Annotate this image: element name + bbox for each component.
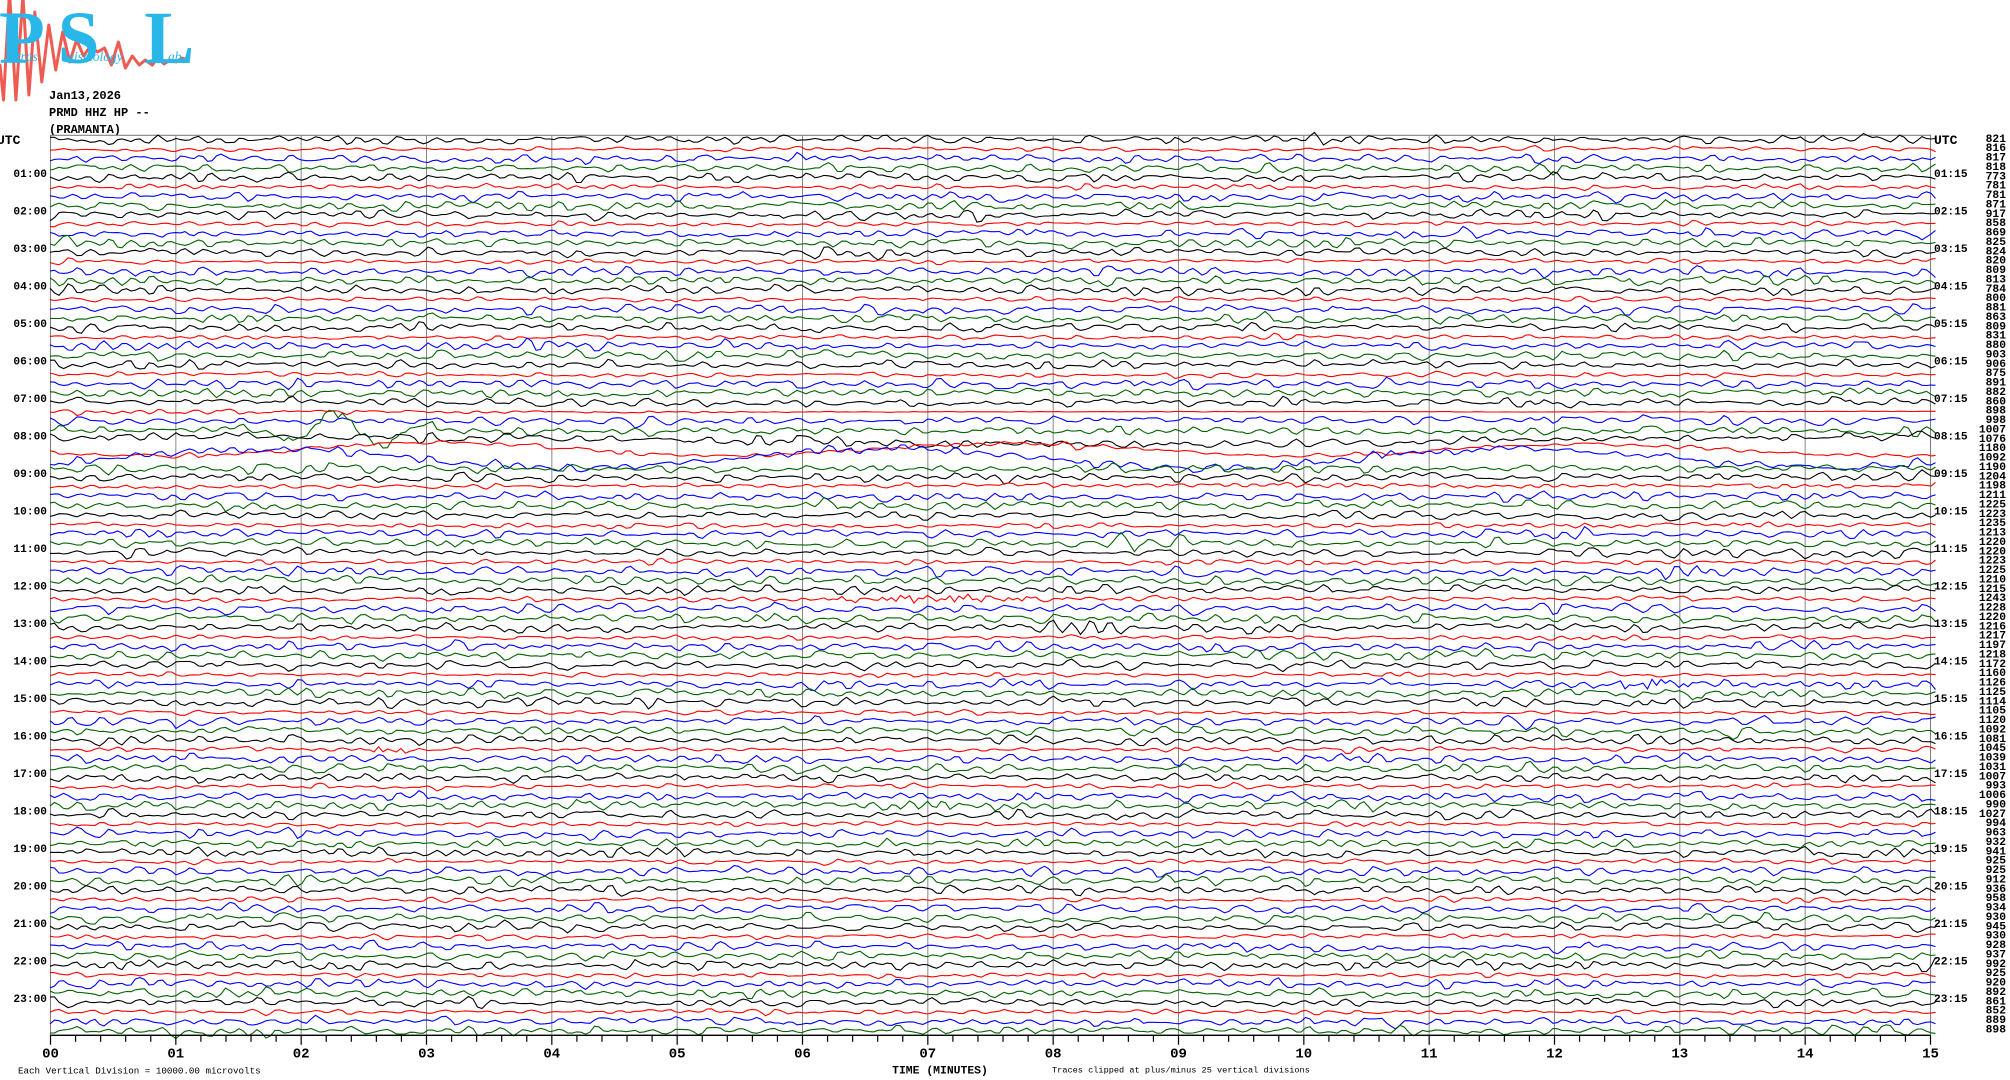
- svg-text:08:00: 08:00: [13, 431, 47, 443]
- svg-text:08:15: 08:15: [1934, 431, 1968, 443]
- svg-text:UTC: UTC: [1934, 133, 1958, 148]
- svg-text:16:00: 16:00: [13, 731, 47, 743]
- svg-text:PRMD HHZ HP --: PRMD HHZ HP --: [49, 106, 150, 120]
- svg-text:17:15: 17:15: [1934, 769, 1968, 781]
- svg-text:atras: atras: [10, 49, 38, 64]
- svg-text:13: 13: [1671, 1047, 1688, 1063]
- svg-text:11:00: 11:00: [13, 544, 47, 556]
- svg-text:09:15: 09:15: [1934, 469, 1968, 481]
- svg-text:07: 07: [919, 1047, 936, 1063]
- svg-text:Each Vertical Division = 10000: Each Vertical Division = 10000.00 microv…: [18, 1066, 261, 1077]
- svg-text:20:00: 20:00: [13, 881, 47, 893]
- svg-text:14:00: 14:00: [13, 656, 47, 668]
- svg-text:03:15: 03:15: [1934, 244, 1968, 256]
- svg-text:19:15: 19:15: [1934, 844, 1968, 856]
- svg-text:12:00: 12:00: [13, 581, 47, 593]
- svg-text:P: P: [0, 0, 45, 80]
- svg-text:10:00: 10:00: [13, 506, 47, 518]
- svg-text:12:15: 12:15: [1934, 581, 1968, 593]
- svg-text:06: 06: [794, 1047, 811, 1063]
- svg-text:17:00: 17:00: [13, 769, 47, 781]
- svg-text:03:00: 03:00: [13, 244, 47, 256]
- svg-text:22:15: 22:15: [1934, 956, 1968, 968]
- svg-text:11:15: 11:15: [1934, 544, 1968, 556]
- svg-text:eismology: eismology: [68, 49, 123, 64]
- svg-text:15: 15: [1922, 1047, 1939, 1063]
- svg-text:23:00: 23:00: [13, 994, 47, 1006]
- svg-text:07:15: 07:15: [1934, 394, 1968, 406]
- svg-text:06:15: 06:15: [1934, 356, 1968, 368]
- svg-text:Traces clipped at plus/minus 2: Traces clipped at plus/minus 25 vertical…: [1052, 1066, 1310, 1076]
- svg-text:01:00: 01:00: [13, 169, 47, 181]
- svg-text:UTC: UTC: [0, 133, 21, 148]
- svg-text:08: 08: [1045, 1047, 1062, 1063]
- svg-text:15:15: 15:15: [1934, 694, 1968, 706]
- svg-text:14: 14: [1797, 1047, 1814, 1063]
- svg-text:13:15: 13:15: [1934, 619, 1968, 631]
- svg-text:00: 00: [42, 1047, 59, 1063]
- svg-text:04:15: 04:15: [1934, 281, 1968, 293]
- svg-text:21:15: 21:15: [1934, 919, 1968, 931]
- svg-text:21:00: 21:00: [13, 919, 47, 931]
- svg-text:Jan13,2026: Jan13,2026: [49, 89, 121, 103]
- svg-text:01:15: 01:15: [1934, 169, 1968, 181]
- svg-text:20:15: 20:15: [1934, 881, 1968, 893]
- svg-text:09: 09: [1170, 1047, 1187, 1063]
- svg-text:14:15: 14:15: [1934, 656, 1968, 668]
- svg-text:11: 11: [1421, 1047, 1438, 1063]
- svg-text:13:00: 13:00: [13, 619, 47, 631]
- svg-text:05:15: 05:15: [1934, 319, 1968, 331]
- svg-text:01: 01: [167, 1047, 184, 1063]
- svg-text:22:00: 22:00: [13, 956, 47, 968]
- svg-text:09:00: 09:00: [13, 469, 47, 481]
- svg-text:TIME (MINUTES): TIME (MINUTES): [892, 1066, 988, 1078]
- svg-text:02:15: 02:15: [1934, 206, 1968, 218]
- svg-text:16:15: 16:15: [1934, 731, 1968, 743]
- svg-text:02: 02: [293, 1047, 310, 1063]
- svg-text:L: L: [144, 0, 194, 80]
- svg-text:02:00: 02:00: [13, 206, 47, 218]
- svg-text:06:00: 06:00: [13, 356, 47, 368]
- svg-text:19:00: 19:00: [13, 844, 47, 856]
- svg-text:04:00: 04:00: [13, 281, 47, 293]
- svg-text:18:00: 18:00: [13, 806, 47, 818]
- svg-text:10:15: 10:15: [1934, 506, 1968, 518]
- svg-text:10: 10: [1295, 1047, 1312, 1063]
- svg-text:23:15: 23:15: [1934, 994, 1968, 1006]
- svg-text:18:15: 18:15: [1934, 806, 1968, 818]
- svg-text:05: 05: [669, 1047, 686, 1063]
- svg-text:03: 03: [418, 1047, 435, 1063]
- svg-text:15:00: 15:00: [13, 694, 47, 706]
- svg-text:04: 04: [543, 1047, 560, 1063]
- svg-text:S: S: [58, 0, 100, 80]
- svg-text:05:00: 05:00: [13, 319, 47, 331]
- svg-text:12: 12: [1546, 1047, 1563, 1063]
- svg-text:07:00: 07:00: [13, 394, 47, 406]
- svg-text:ab: ab: [168, 49, 182, 64]
- svg-text:898: 898: [1986, 1025, 2007, 1037]
